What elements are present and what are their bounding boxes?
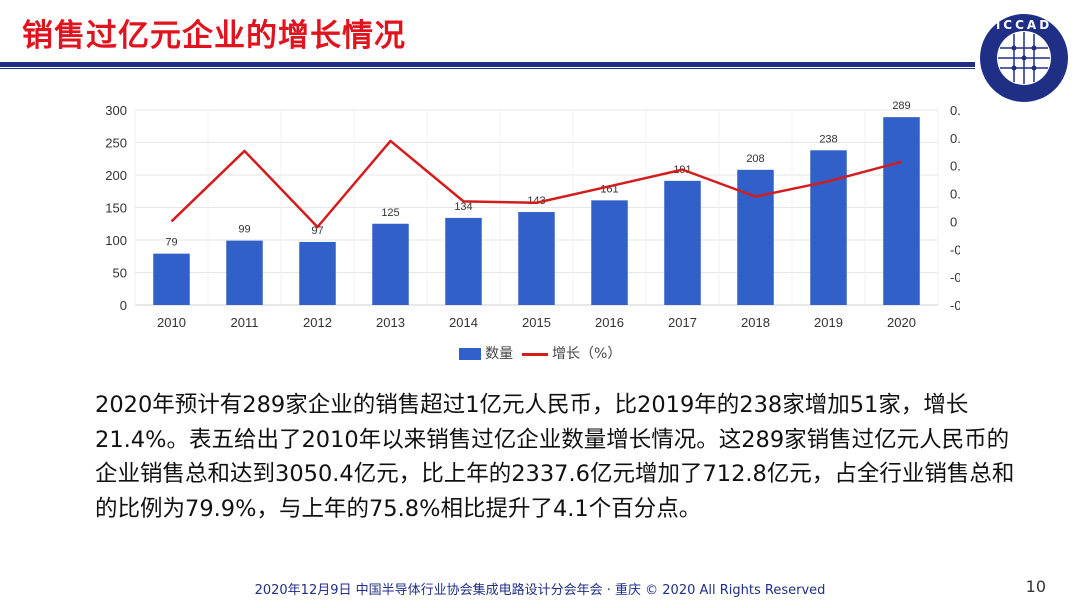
x-tick-label: 2011 (231, 315, 259, 330)
bar-data-label: 97 (311, 225, 323, 237)
y-right-tick-label: 0.3 (950, 131, 960, 146)
legend-bar-swatch (458, 348, 481, 360)
x-tick-label: 2015 (522, 315, 551, 330)
chart: 0 50 100 150 200 250 300 -0.3 -0.2 -0.1 0 0.1 0.2 0.3… (105, 100, 960, 330)
x-tick-label: 2013 (376, 315, 405, 330)
bar-2019 (810, 150, 847, 305)
bar-data-label: 289 (892, 100, 910, 112)
bar-data-label: 79 (165, 237, 177, 249)
bar-data-label: 99 (238, 224, 250, 236)
bar-data-label: 238 (819, 133, 837, 145)
y-left-tick-label: 200 (105, 168, 127, 183)
bar-2016 (591, 200, 628, 305)
y-left-tick-label: 100 (105, 233, 127, 248)
y-right-tick-label: 0 (950, 214, 957, 229)
chart-legend: 数量 增长（%） (0, 343, 1080, 363)
x-tick-label: 2010 (157, 315, 186, 330)
bar-2010 (153, 253, 190, 305)
bar-2018 (737, 169, 774, 305)
bar-2020 (883, 117, 920, 306)
y-right-tick-label: -0.3 (950, 298, 960, 313)
bar-data-label: 134 (454, 201, 472, 213)
bar-data-label: 208 (746, 153, 764, 165)
x-tick-label: 2018 (741, 315, 770, 330)
body-paragraph: 2020年预计有289家企业的销售超过1亿元人民币，比2019年的238家增加5… (95, 392, 1015, 522)
y-left-tick-label: 0 (120, 298, 127, 313)
title-divider (0, 62, 975, 67)
x-tick-label: 2016 (595, 315, 624, 330)
legend-line-label: 增长（%） (552, 346, 622, 362)
y-right-tick-label: 0.4 (950, 103, 960, 118)
iccad-logo: ICCAD (980, 14, 1068, 102)
bar-2012 (299, 241, 336, 305)
y-left-tick-label: 50 (113, 266, 127, 281)
y-left-tick-label: 250 (105, 136, 127, 151)
legend-bar-label: 数量 (485, 346, 514, 362)
y-right-tick-label: 0.1 (950, 187, 960, 202)
x-tick-label: 2020 (887, 315, 916, 330)
bar-2017 (664, 180, 701, 305)
footer: 2020年12月9日 中国半导体行业协会集成电路设计分会年会 · 重庆 © 20… (254, 583, 826, 598)
svg-text:ICCAD: ICCAD (996, 18, 1052, 32)
page-number: 10 (1025, 577, 1046, 596)
y-right-tick-label: -0.1 (950, 242, 960, 257)
bar-data-label: 125 (381, 207, 399, 219)
bar-2013 (372, 223, 409, 305)
x-tick-label: 2019 (814, 315, 843, 330)
bar-data-label: 143 (527, 195, 545, 207)
y-left-tick-label: 300 (105, 103, 127, 118)
bar-2015 (518, 212, 555, 305)
x-tick-label: 2017 (668, 315, 697, 330)
y-left-tick-label: 150 (105, 201, 127, 216)
title-divider-thin (0, 68, 975, 69)
x-tick-label: 2012 (303, 315, 332, 330)
y-right-tick-label: -0.2 (950, 270, 960, 285)
x-tick-label: 2014 (449, 315, 478, 330)
bar-2011 (226, 240, 263, 305)
y-right-tick-label: 0.2 (950, 159, 960, 174)
bar-2014 (445, 217, 482, 305)
legend-line-swatch (521, 352, 548, 356)
slide-title: 销售过亿元企业的增长情况 (22, 18, 406, 54)
